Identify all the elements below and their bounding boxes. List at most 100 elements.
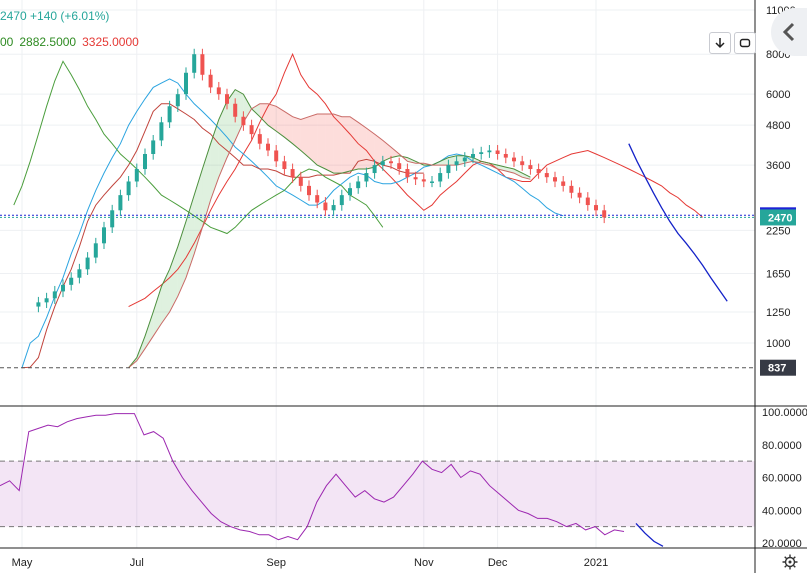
y-tick-label-0: 1000 <box>766 338 790 350</box>
cloud-segment-18 <box>276 106 285 138</box>
cloud-segment-47 <box>514 169 523 178</box>
candle-body-40 <box>356 181 361 189</box>
candle-body-34 <box>307 185 311 196</box>
candle-body-4 <box>61 284 65 292</box>
candle-body-42 <box>372 165 377 174</box>
candle-body-18 <box>175 94 180 107</box>
candle-body-59 <box>512 157 516 162</box>
arrow-down-icon <box>715 38 725 49</box>
candle-body-12 <box>126 181 131 196</box>
candle-body-8 <box>93 243 98 258</box>
candle-body-1 <box>36 302 41 307</box>
cloud-segment-12 <box>227 89 236 158</box>
candle-body-57 <box>495 150 500 154</box>
rsi-tick-label-2: 60.0000 <box>762 473 802 485</box>
low-value: 00 <box>0 35 14 49</box>
cloud-segment-2 <box>145 312 154 349</box>
fullscreen-icon <box>739 38 751 48</box>
cloud-segment-29 <box>366 128 375 170</box>
candle-body-61 <box>528 165 533 170</box>
cloud-segment-10 <box>210 119 219 201</box>
candle-body-29 <box>266 143 270 151</box>
price-badge-label-2: 837 <box>768 363 786 375</box>
indicator-lines <box>0 52 755 369</box>
ichimoku-values: 00 2882.5000 3325.0000 <box>0 35 145 49</box>
candle-body-44 <box>389 161 393 164</box>
candle-body-63 <box>544 173 549 178</box>
cloud-segment-3 <box>153 286 162 337</box>
candle-body-11 <box>118 195 123 211</box>
y-tick-label-2: 1650 <box>766 268 790 280</box>
series-line-6 <box>628 143 728 302</box>
candle-body-39 <box>348 188 352 196</box>
series-line-5 <box>128 103 531 369</box>
price-badge-label-1: 2470 <box>768 212 792 224</box>
candle-body-53 <box>462 157 467 162</box>
fullscreen-button[interactable] <box>734 32 756 54</box>
candle-body-48 <box>421 179 426 182</box>
cloud-segment-5 <box>169 246 178 313</box>
candle-body-15 <box>151 140 156 154</box>
candle-body-31 <box>282 161 287 170</box>
candle-body-64 <box>553 177 557 182</box>
scroll-down-button[interactable] <box>709 32 731 54</box>
series-line-0 <box>128 52 703 308</box>
candle-body-60 <box>520 161 525 166</box>
candle-body-20 <box>192 54 197 73</box>
rsi-band <box>0 461 755 527</box>
candle-body-37 <box>331 205 336 211</box>
candle-body-16 <box>159 122 164 141</box>
candle-body-38 <box>339 195 344 206</box>
candle-body-24 <box>225 94 229 104</box>
candle-body-68 <box>585 197 590 206</box>
x-tick-label-2: Sep <box>266 557 286 569</box>
cloud-segment-23 <box>317 114 326 170</box>
x-tick-label-0: May <box>12 557 33 569</box>
series-line-3 <box>13 60 384 235</box>
candle-body-62 <box>536 169 541 174</box>
cloud-segment-27 <box>350 116 359 172</box>
collapse-panel-button[interactable] <box>771 8 807 56</box>
cloud-segment-28 <box>358 122 367 170</box>
candle-body-55 <box>479 152 484 154</box>
rsi-pane <box>0 405 807 547</box>
candlesticks <box>36 48 607 313</box>
candle-body-36 <box>323 202 328 211</box>
y-tick-label-5: 4800 <box>766 120 790 132</box>
candle-body-50 <box>438 173 443 182</box>
candle-body-49 <box>430 181 434 183</box>
price-badge-2 <box>760 359 796 376</box>
cloud-segment-40 <box>456 155 465 166</box>
ichimoku-cloud <box>128 89 531 368</box>
price-badge-1 <box>760 209 796 226</box>
candle-body-5 <box>69 277 74 285</box>
candle-body-13 <box>134 169 139 182</box>
candle-body-30 <box>274 150 279 162</box>
cloud-segment-32 <box>391 147 400 158</box>
rsi-tick-label-1: 40.0000 <box>762 505 802 517</box>
candle-body-51 <box>446 165 451 174</box>
x-tick-label-3: Nov <box>414 557 434 569</box>
cloud-segment-20 <box>292 116 301 151</box>
candle-body-14 <box>143 153 147 170</box>
candle-body-45 <box>397 163 402 170</box>
x-tick-label-5: 2021 <box>584 557 608 569</box>
candle-body-2 <box>44 298 49 303</box>
rsi-trendline <box>635 522 664 547</box>
candle-body-6 <box>77 269 82 278</box>
candle-body-41 <box>364 173 369 182</box>
cloud-segment-26 <box>341 116 350 174</box>
candle-body-25 <box>233 103 238 117</box>
candle-body-23 <box>216 87 221 95</box>
rsi-tick-label-3: 80.0000 <box>762 440 802 452</box>
cloud-segment-38 <box>440 157 449 166</box>
candle-body-3 <box>52 291 57 299</box>
cloud-segment-13 <box>235 89 244 141</box>
candle-body-17 <box>167 106 172 123</box>
candle-body-58 <box>503 153 508 158</box>
candle-body-9 <box>102 227 106 244</box>
settings-button[interactable] <box>782 554 800 572</box>
candle-body-47 <box>413 177 418 180</box>
